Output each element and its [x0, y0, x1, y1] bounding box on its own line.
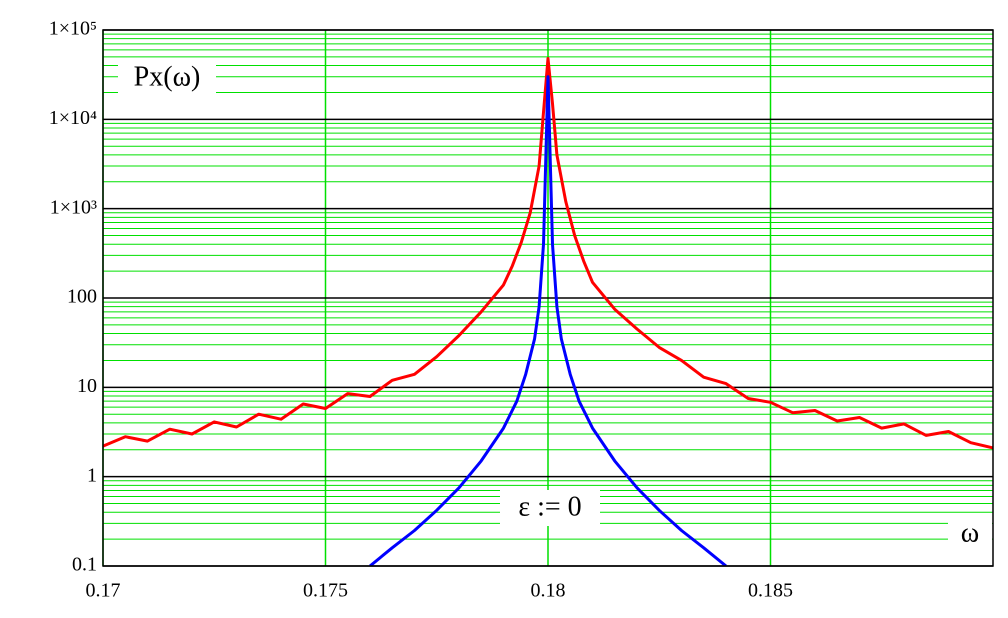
x-axis-label-bg [948, 518, 992, 550]
y-axis-label: Px(ω) [134, 61, 201, 92]
x-tick-label: 0.18 [531, 580, 566, 602]
y-axis-label-bg [118, 60, 216, 96]
y-tick-label: 1×10⁴ [49, 107, 97, 129]
y-tick-label: 1 [87, 464, 97, 486]
y-tick-label: 0.1 [72, 554, 97, 576]
annotation: ε := 0 [518, 491, 581, 522]
data-line [369, 75, 727, 566]
x-tick-label: 0.175 [303, 580, 348, 602]
annotation-bg [500, 490, 600, 526]
y-tick-label: 1×10³ [50, 196, 97, 218]
x-tick-label: 0.185 [748, 580, 793, 602]
y-tick-label: 10 [77, 375, 97, 397]
x-axis-label: ω [961, 517, 979, 548]
x-tick-label: 0.17 [86, 580, 121, 602]
y-tick-label: 100 [67, 286, 97, 308]
plot-border [102, 29, 994, 567]
y-tick-label: 1×10⁵ [49, 18, 97, 40]
data-line [103, 57, 993, 450]
